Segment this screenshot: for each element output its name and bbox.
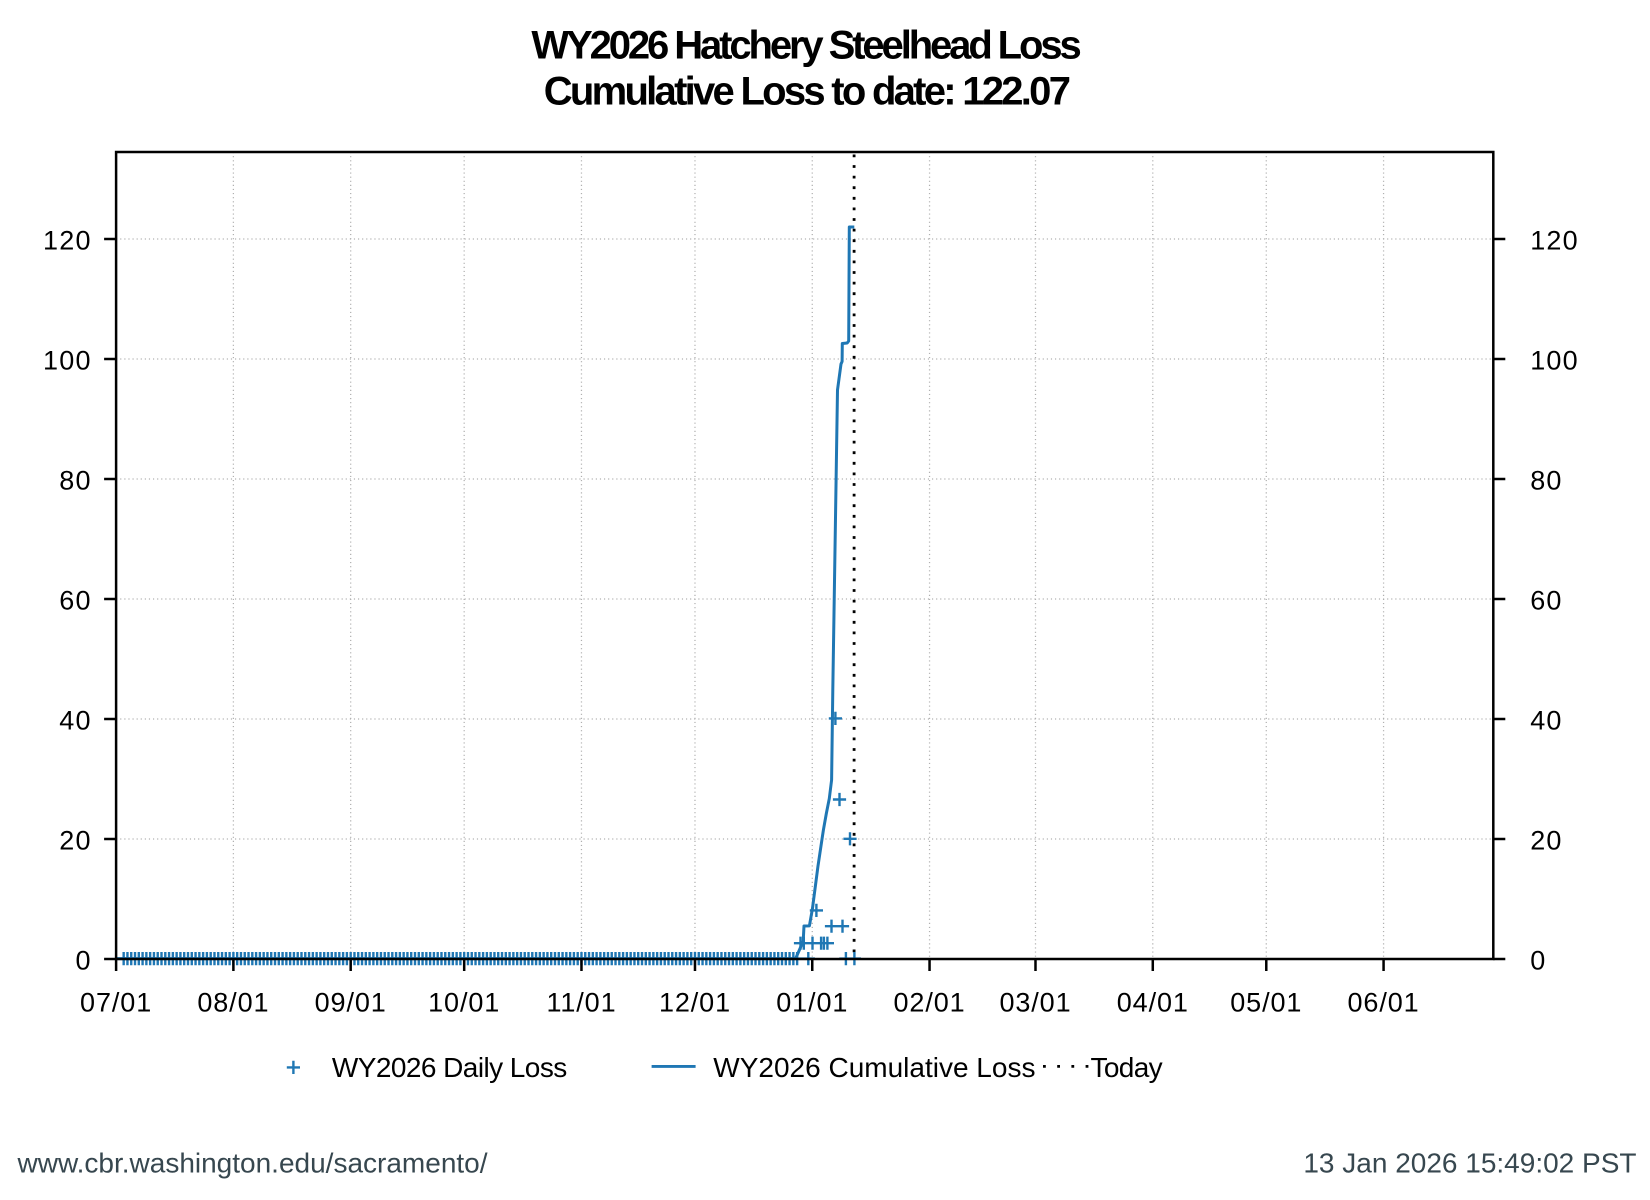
svg-text:02/01: 02/01 xyxy=(894,988,966,1018)
svg-text:07/01: 07/01 xyxy=(80,988,152,1018)
svg-text:13 Jan 2026 15:49:02 PST: 13 Jan 2026 15:49:02 PST xyxy=(1303,1148,1636,1179)
svg-text:100: 100 xyxy=(43,345,92,375)
svg-text:WY2026 Daily Loss: WY2026 Daily Loss xyxy=(332,1052,567,1083)
svg-text:60: 60 xyxy=(59,585,91,615)
svg-text:09/01: 09/01 xyxy=(315,988,387,1018)
svg-text:WY2026 Hatchery Steelhead Loss: WY2026 Hatchery Steelhead Loss xyxy=(531,24,1080,68)
svg-text:120: 120 xyxy=(1530,225,1579,255)
svg-text:04/01: 04/01 xyxy=(1117,988,1189,1018)
svg-text:40: 40 xyxy=(1530,705,1562,735)
svg-text:80: 80 xyxy=(59,465,91,495)
svg-text:0: 0 xyxy=(75,945,91,975)
svg-text:60: 60 xyxy=(1530,585,1562,615)
svg-text:www.cbr.washington.edu/sacrame: www.cbr.washington.edu/sacramento/ xyxy=(17,1148,488,1179)
svg-text:11/01: 11/01 xyxy=(546,988,616,1018)
svg-text:12/01: 12/01 xyxy=(659,988,731,1018)
svg-text:100: 100 xyxy=(1530,345,1579,375)
svg-text:10/01: 10/01 xyxy=(428,988,500,1018)
svg-text:80: 80 xyxy=(1530,465,1562,495)
svg-text:20: 20 xyxy=(1530,825,1562,855)
svg-text:Today: Today xyxy=(1091,1052,1163,1083)
svg-text:Cumulative Loss to date: 122.0: Cumulative Loss to date: 122.07 xyxy=(544,69,1070,113)
svg-text:20: 20 xyxy=(59,825,91,855)
svg-text:03/01: 03/01 xyxy=(999,988,1071,1018)
svg-text:05/01: 05/01 xyxy=(1230,988,1302,1018)
svg-text:06/01: 06/01 xyxy=(1348,988,1420,1018)
svg-text:120: 120 xyxy=(43,225,92,255)
svg-text:40: 40 xyxy=(59,705,91,735)
svg-text:08/01: 08/01 xyxy=(197,988,269,1018)
svg-text:0: 0 xyxy=(1530,945,1546,975)
svg-text:WY2026 Cumulative Loss: WY2026 Cumulative Loss xyxy=(713,1052,1035,1083)
svg-text:01/01: 01/01 xyxy=(776,988,848,1018)
